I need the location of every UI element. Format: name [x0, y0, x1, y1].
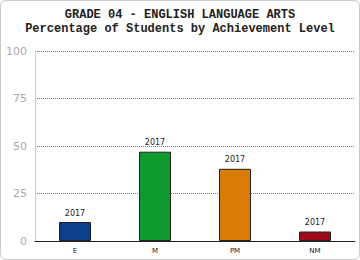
- svg-text:Percentage of Students by Achi: Percentage of Students by Achievement Le…: [25, 22, 335, 36]
- svg-text:M: M: [152, 247, 158, 255]
- svg-text:PM: PM: [230, 247, 240, 255]
- svg-text:GRADE 04 - ENGLISH LANGUAGE AR: GRADE 04 - ENGLISH LANGUAGE ARTS: [65, 8, 295, 22]
- svg-text:100: 100: [6, 45, 27, 58]
- svg-text:E: E: [73, 247, 77, 255]
- svg-text:NM: NM: [309, 247, 320, 255]
- svg-text:0: 0: [20, 235, 27, 248]
- svg-text:2017: 2017: [305, 218, 325, 227]
- svg-text:2017: 2017: [145, 138, 165, 147]
- svg-text:2017: 2017: [225, 155, 245, 164]
- svg-text:25: 25: [13, 187, 27, 200]
- svg-text:2017: 2017: [65, 209, 85, 218]
- svg-text:50: 50: [13, 140, 27, 153]
- svg-text:75: 75: [13, 92, 27, 105]
